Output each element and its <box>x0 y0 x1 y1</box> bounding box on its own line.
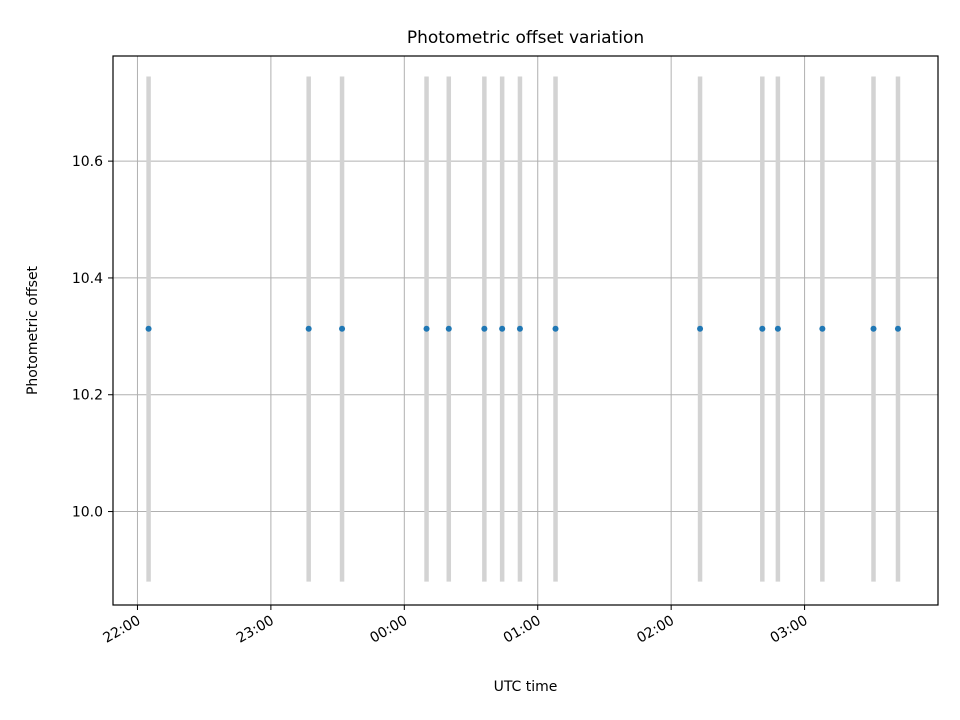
data-point <box>819 325 826 332</box>
data-point <box>697 325 704 332</box>
data-point <box>516 325 523 332</box>
y-tick-label: 10.0 <box>72 505 103 521</box>
data-point <box>894 325 901 332</box>
data-point <box>305 325 312 332</box>
data-point <box>423 325 430 332</box>
data-point <box>499 325 506 332</box>
y-tick-label: 10.6 <box>72 154 103 170</box>
chart-title: Photometric offset variation <box>407 28 644 48</box>
data-point <box>870 325 877 332</box>
plot-frame <box>112 55 939 606</box>
data-point <box>339 325 346 332</box>
y-axis-label: Photometric offset <box>25 265 41 395</box>
data-point <box>481 325 488 332</box>
data-point <box>445 325 452 332</box>
data-point <box>759 325 766 332</box>
grid-layer <box>113 56 938 605</box>
x-axis-label: UTC time <box>494 679 558 695</box>
data-point <box>774 325 781 332</box>
y-tick-label: 10.4 <box>72 271 103 287</box>
data-point <box>552 325 559 332</box>
point-layer <box>145 325 901 332</box>
data-point <box>145 325 152 332</box>
y-tick-label: 10.2 <box>72 388 103 404</box>
